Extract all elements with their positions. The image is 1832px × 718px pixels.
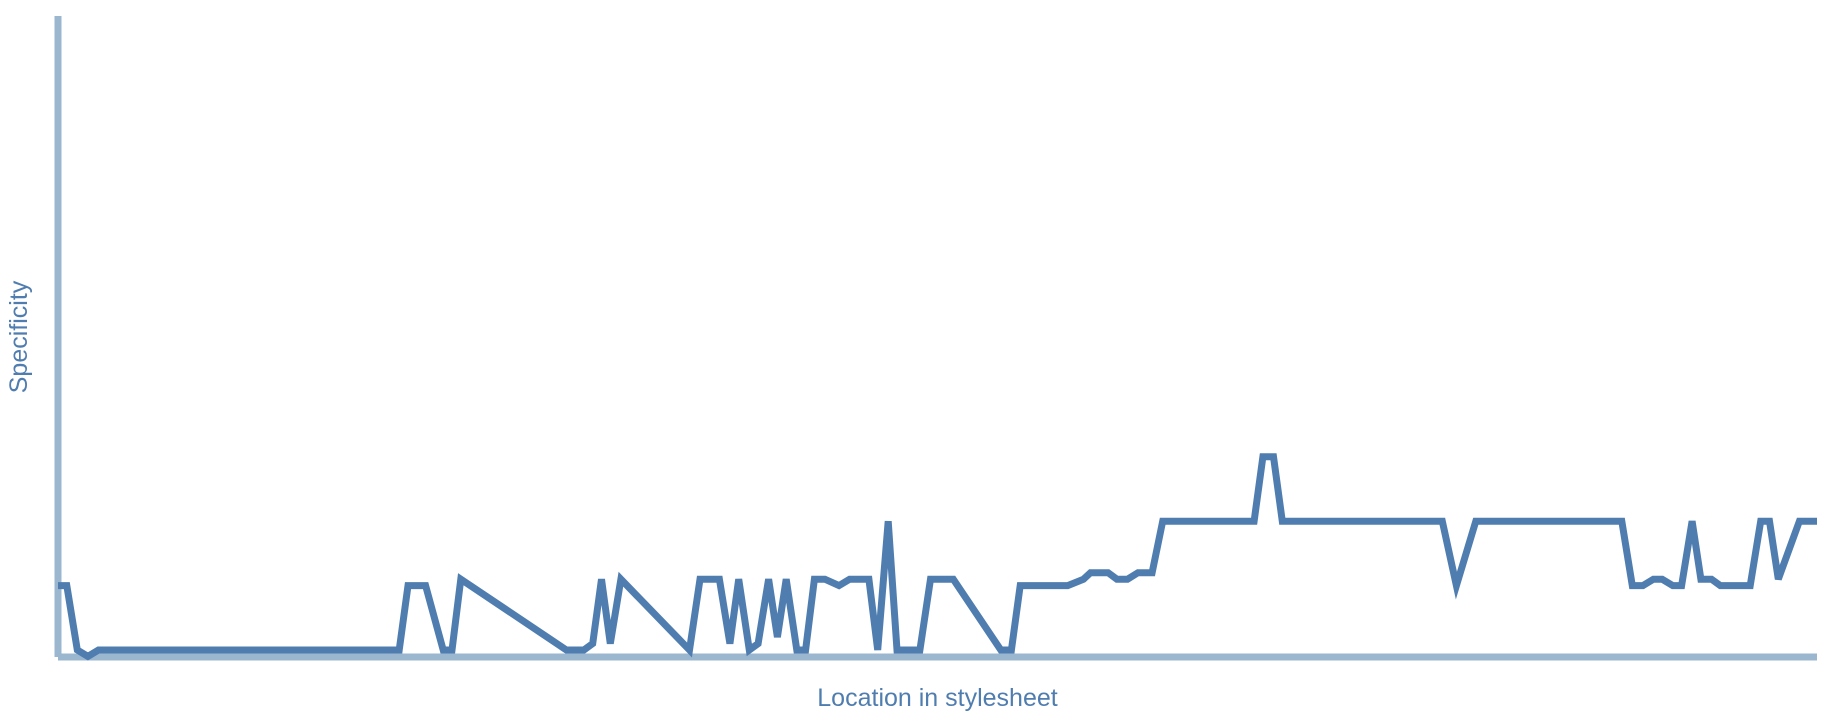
y-axis-label: Specificity xyxy=(5,280,33,393)
x-axis-label: Location in stylesheet xyxy=(817,684,1057,712)
series-line xyxy=(58,453,1817,661)
